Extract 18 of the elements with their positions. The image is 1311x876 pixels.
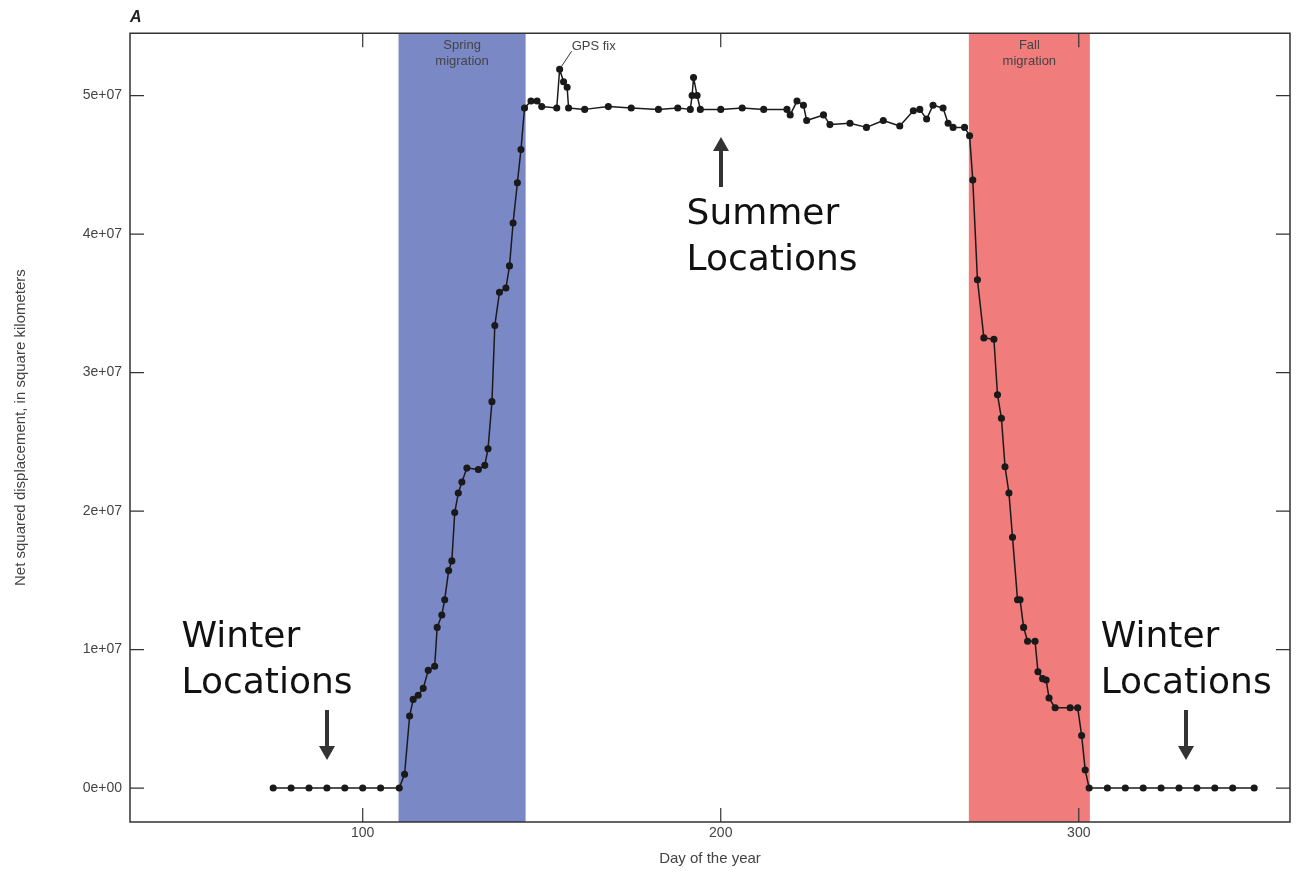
- annotation: Winter Locations: [181, 613, 353, 704]
- annotation: GPS fix: [571, 37, 617, 53]
- x-tick-label: 200: [709, 824, 733, 841]
- x-tick-label: 100: [351, 824, 375, 841]
- y-tick-label: 2e+07: [82, 501, 123, 518]
- x-axis-title: Day of the year: [659, 849, 761, 867]
- y-tick-label: 3e+07: [82, 363, 123, 380]
- y-axis-title: Net squared displacement, in square kilometers: [11, 269, 29, 587]
- band-label: Spring migration: [435, 37, 489, 69]
- y-tick-label: 4e+07: [82, 224, 123, 241]
- annotation: Summer Locations: [686, 190, 858, 281]
- x-tick-label: 300: [1067, 824, 1091, 841]
- y-tick-label: 5e+07: [82, 86, 123, 103]
- annotation: Winter Locations: [1100, 613, 1272, 704]
- band-label: Fall migration: [1002, 37, 1057, 69]
- y-tick-label: 1e+07: [82, 640, 123, 657]
- y-tick-label: 0e+00: [82, 778, 123, 795]
- chart-title: A: [129, 8, 142, 26]
